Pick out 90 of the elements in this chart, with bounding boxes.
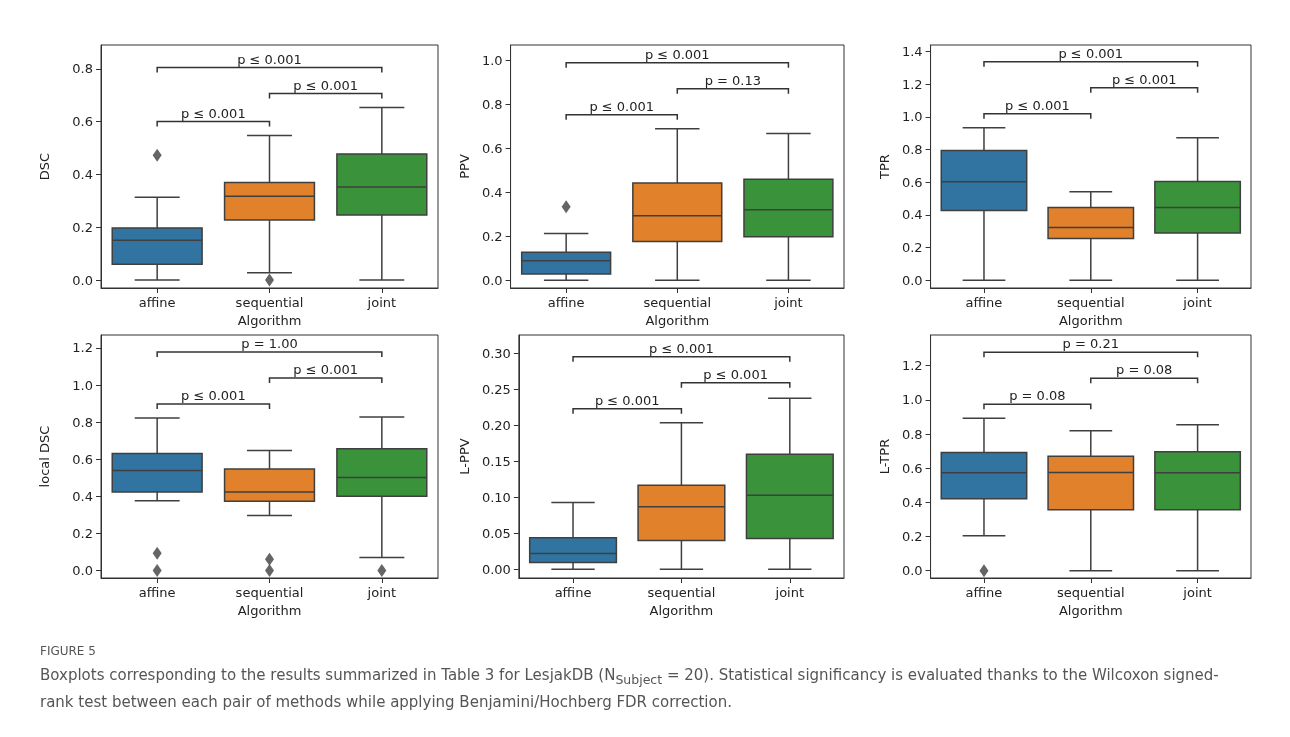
annotation: p = 0.21 <box>1062 336 1119 352</box>
y-tick-label: 0.6 <box>72 114 93 130</box>
x-tick-label: affine <box>965 295 1003 310</box>
x-tick-label: sequential <box>643 295 712 310</box>
annotation: p = 0.13 <box>704 72 762 88</box>
x-tick-label: affine <box>138 295 176 310</box>
y-tick-label: 0.25 <box>481 382 511 398</box>
annotation: p = 1.00 <box>241 336 298 352</box>
y-tick-label: 0.2 <box>901 529 923 544</box>
y-tick-label: 0.10 <box>481 489 511 505</box>
y-tick-label: 0.2 <box>72 219 93 235</box>
x-tick-label: sequential <box>1056 295 1125 310</box>
annotation: p ≤ 0.001 <box>644 46 710 62</box>
y-tick-label: 0.20 <box>481 418 511 434</box>
text: Boxplots corresponding to the results summarized in Table 3 for LesjakDB (N$_{Subject}$ = 20). Statistical significancy is evaluated thanks to the Wilcoxon signed-rank test between each pair of methods while applying Benjamini/Hochberg FDR correction. <box>40 665 1220 713</box>
x-axis-title: Algorithm <box>649 603 714 618</box>
y-tick-label: 0.8 <box>72 414 93 430</box>
y-tick-label: 1.2 <box>901 358 923 374</box>
y-tick-label: 0.0 <box>72 563 93 579</box>
annotation: p ≤ 0.001 <box>181 388 246 404</box>
x-tick-label: affine <box>965 585 1003 600</box>
x-axis-title: Algorithm <box>645 313 710 328</box>
y-tick-label: 0.4 <box>72 488 93 504</box>
y-tick-label: 0.4 <box>481 184 503 200</box>
y-tick-label: 0.0 <box>72 272 93 288</box>
y-tick-label: 0.6 <box>481 140 503 156</box>
y-tick-label: 0.0 <box>901 563 923 579</box>
x-axis-title: Algorithm <box>237 313 302 328</box>
x-tick-label: joint <box>773 295 803 310</box>
y-axis-title: DSC <box>37 152 52 181</box>
annotation: p ≤ 0.001 <box>1111 71 1177 87</box>
y-tick-label: 0.4 <box>901 207 923 223</box>
y-tick-label: 0.00 <box>481 561 511 577</box>
y-tick-label: 0.30 <box>481 346 511 362</box>
annotation: p = 0.08 <box>1116 362 1173 378</box>
x-tick-label: sequential <box>1056 585 1125 600</box>
y-tick-label: 0.2 <box>72 525 93 541</box>
annotation: p ≤ 0.001 <box>237 51 302 67</box>
y-tick-label: 0.6 <box>901 460 923 476</box>
y-tick-label: 1.0 <box>901 392 923 408</box>
y-tick-label: 1.0 <box>481 52 503 68</box>
y-axis-title: L-TPR <box>877 438 892 475</box>
y-tick-label: 0.2 <box>481 228 503 244</box>
y-axis-title: PPV <box>457 154 472 179</box>
annotation: p ≤ 0.001 <box>649 340 714 356</box>
x-tick-label: joint <box>366 585 397 600</box>
y-tick-label: 0.15 <box>481 454 511 470</box>
y-tick-label: 0.0 <box>901 272 923 288</box>
y-tick-label: 0.2 <box>901 240 923 256</box>
y-axis-title: TPR <box>877 154 892 180</box>
x-tick-label: affine <box>547 295 585 310</box>
y-axis-title: local DSC <box>37 425 52 488</box>
y-tick-label: 1.4 <box>901 44 923 60</box>
x-tick-label: sequential <box>235 295 304 310</box>
annotation: p ≤ 0.001 <box>293 362 358 378</box>
x-tick-label: joint <box>774 585 805 600</box>
annotation: p ≤ 0.001 <box>589 98 655 114</box>
annotation: p ≤ 0.001 <box>181 105 246 121</box>
y-axis-title: L-PPV <box>457 438 472 475</box>
y-tick-label: 0.05 <box>481 525 511 541</box>
x-axis-title: Algorithm <box>1058 313 1123 328</box>
y-tick-label: 0.0 <box>481 272 503 288</box>
y-tick-label: 1.0 <box>72 377 93 393</box>
x-tick-label: joint <box>1182 295 1212 310</box>
y-tick-label: 0.4 <box>901 494 923 510</box>
x-tick-label: affine <box>554 585 592 600</box>
x-tick-label: sequential <box>647 585 716 600</box>
y-tick-label: 0.8 <box>72 61 93 77</box>
y-tick-label: 0.8 <box>901 426 923 442</box>
x-axis-title: Algorithm <box>1058 603 1123 618</box>
x-tick-label: joint <box>366 295 397 310</box>
y-tick-label: 1.2 <box>72 340 93 356</box>
y-tick-label: 0.4 <box>72 166 93 182</box>
caption: FIGURE 5 <box>40 643 97 660</box>
annotation: p ≤ 0.001 <box>594 392 660 408</box>
annotation: p ≤ 0.001 <box>293 77 358 93</box>
x-tick-label: joint <box>1182 585 1212 600</box>
x-tick-label: sequential <box>235 585 304 600</box>
y-tick-label: 0.8 <box>481 96 503 112</box>
y-tick-label: 0.8 <box>901 142 923 158</box>
x-axis-title: Algorithm <box>237 603 302 618</box>
y-tick-label: 0.6 <box>901 174 923 190</box>
y-tick-label: 0.6 <box>72 451 93 467</box>
annotation: p = 0.08 <box>1009 388 1066 404</box>
x-tick-label: affine <box>138 585 176 600</box>
y-tick-label: 1.0 <box>901 109 923 125</box>
y-tick-label: 1.2 <box>901 76 923 92</box>
annotation: p ≤ 0.001 <box>1005 97 1070 113</box>
annotation: p ≤ 0.001 <box>1058 45 1124 61</box>
annotation: p ≤ 0.001 <box>703 366 768 382</box>
